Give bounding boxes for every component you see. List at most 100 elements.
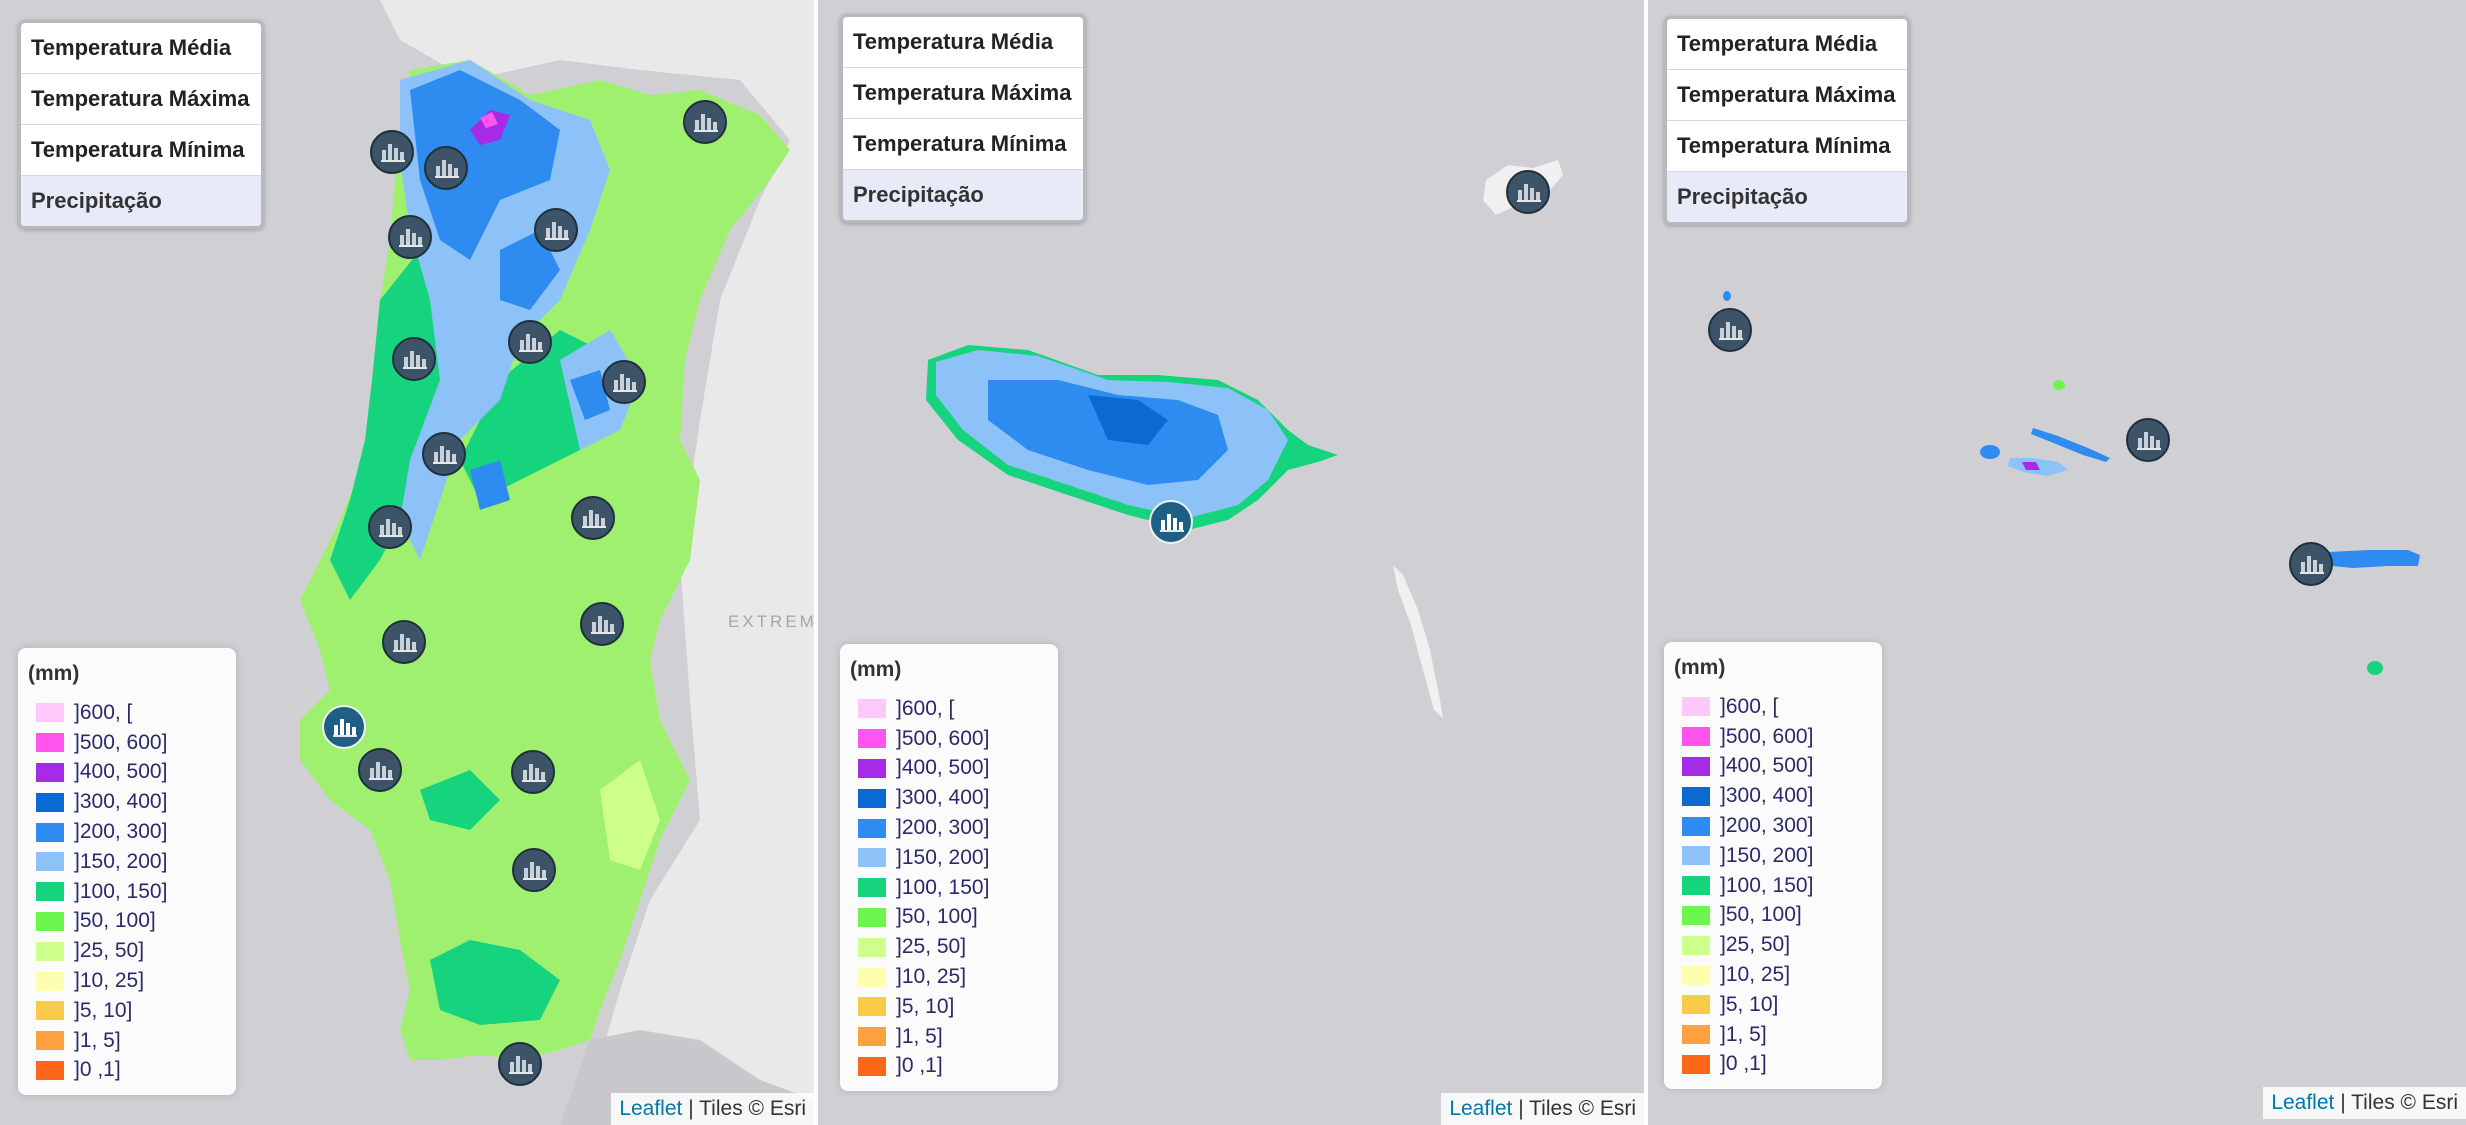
station-marker[interactable]	[1506, 170, 1550, 214]
precip-band-200-300-lousa	[470, 460, 510, 510]
legend-swatch	[1682, 816, 1710, 836]
legend-swatch	[36, 941, 64, 961]
santa-maria-island	[2367, 661, 2383, 675]
legend-swatch	[1682, 965, 1710, 985]
layer-option-precipitacao[interactable]: Precipitação	[843, 170, 1083, 220]
legend-swatch	[858, 848, 886, 868]
station-marker[interactable]	[368, 505, 412, 549]
station-marker[interactable]	[512, 848, 556, 892]
legend-label: ]500, 600]	[896, 726, 990, 750]
legend-swatch	[1682, 846, 1710, 866]
legend-item: ]100, 150]	[850, 873, 1046, 903]
legend-item: ]200, 300]	[1674, 811, 1870, 841]
legend-label: ]25, 50]	[1720, 933, 1791, 957]
layer-option-temp-maxima[interactable]: Temperatura Máxima	[21, 74, 261, 125]
station-marker[interactable]	[534, 208, 578, 252]
station-marker[interactable]	[580, 602, 624, 646]
legend-item: ]600, [	[28, 698, 224, 728]
legend-swatch	[36, 1060, 64, 1080]
bar-chart-icon	[393, 630, 417, 652]
map-panel-madeira[interactable]: Temperatura Média Temperatura Máxima Tem…	[818, 0, 1644, 1125]
legend-item: ]100, 150]	[28, 877, 224, 907]
legend-item: ]10, 25]	[28, 966, 224, 996]
station-marker[interactable]	[392, 337, 436, 381]
layer-option-precipitacao[interactable]: Precipitação	[1667, 172, 1907, 222]
layer-option-temp-minima[interactable]: Temperatura Mínima	[21, 125, 261, 176]
legend: (mm) ]600, []500, 600]]400, 500]]300, 40…	[1664, 642, 1882, 1090]
legend-label: ]200, 300]	[896, 816, 990, 840]
map-panel-azores[interactable]: Temperatura Média Temperatura Máxima Tem…	[1648, 0, 2466, 1125]
station-marker[interactable]	[2126, 418, 2170, 462]
legend-label: ]0 ,1]	[1720, 1052, 1767, 1076]
bar-chart-icon	[522, 760, 546, 782]
station-marker[interactable]	[1708, 308, 1752, 352]
legend-item: ]0 ,1]	[850, 1052, 1046, 1082]
legend-label: ]10, 25]	[1720, 963, 1791, 987]
precip-band-100-150-west	[330, 250, 460, 600]
layer-option-temp-maxima[interactable]: Temperatura Máxima	[843, 68, 1083, 119]
legend: (mm) ]600, []500, 600]]400, 500]]300, 40…	[840, 644, 1058, 1092]
layer-control[interactable]: Temperatura Média Temperatura Máxima Tem…	[840, 14, 1086, 223]
legend-label: ]100, 150]	[896, 875, 990, 899]
layer-option-temp-media[interactable]: Temperatura Média	[21, 23, 261, 74]
station-marker-selected[interactable]	[322, 705, 366, 749]
legend-swatch	[36, 1001, 64, 1021]
station-marker[interactable]	[683, 100, 727, 144]
station-marker[interactable]	[358, 748, 402, 792]
station-marker-selected[interactable]	[1149, 500, 1193, 544]
station-marker[interactable]	[424, 146, 468, 190]
map-panel-mainland[interactable]: EXTREM Temperatura Média Temperatura Máx…	[0, 0, 814, 1125]
precip-band-200-300-estrela	[570, 370, 610, 420]
layer-option-temp-media[interactable]: Temperatura Média	[1667, 19, 1907, 70]
station-marker[interactable]	[511, 750, 555, 794]
layer-control[interactable]: Temperatura Média Temperatura Máxima Tem…	[1664, 16, 1910, 225]
legend-swatch	[858, 1056, 886, 1076]
station-marker[interactable]	[498, 1042, 542, 1086]
legend-swatch	[858, 907, 886, 927]
legend-rows: ]600, []500, 600]]400, 500]]300, 400]]20…	[850, 694, 1046, 1081]
legend-label: ]50, 100]	[1720, 903, 1802, 927]
map-attribution: Leaflet | Tiles © Esri	[2263, 1087, 2466, 1119]
layer-option-temp-media[interactable]: Temperatura Média	[843, 17, 1083, 68]
station-marker[interactable]	[422, 432, 466, 476]
layer-control[interactable]: Temperatura Média Temperatura Máxima Tem…	[18, 20, 264, 229]
station-marker[interactable]	[370, 130, 414, 174]
precip-band-100-150-south	[430, 940, 560, 1025]
station-marker[interactable]	[508, 320, 552, 364]
legend-unit: (mm)	[28, 662, 80, 685]
layer-option-precipitacao[interactable]: Precipitação	[21, 176, 261, 226]
legend-item: ]150, 200]	[28, 847, 224, 877]
leaflet-link[interactable]: Leaflet	[619, 1097, 683, 1120]
legend-swatch	[858, 758, 886, 778]
layer-option-temp-minima[interactable]: Temperatura Mínima	[1667, 121, 1907, 172]
station-marker[interactable]	[571, 496, 615, 540]
legend-label: ]300, 400]	[896, 786, 990, 810]
legend-swatch	[1682, 727, 1710, 747]
station-marker[interactable]	[602, 360, 646, 404]
station-marker[interactable]	[382, 620, 426, 664]
legend-swatch	[36, 852, 64, 872]
legend-label: ]10, 25]	[74, 969, 145, 993]
leaflet-link[interactable]: Leaflet	[1449, 1097, 1513, 1120]
legend-swatch	[1682, 1054, 1710, 1074]
tiles-credit: | Tiles © Esri	[1518, 1097, 1636, 1120]
layer-option-temp-minima[interactable]: Temperatura Mínima	[843, 119, 1083, 170]
station-marker[interactable]	[388, 215, 432, 259]
layer-option-temp-maxima[interactable]: Temperatura Máxima	[1667, 70, 1907, 121]
legend-item: ]150, 200]	[850, 843, 1046, 873]
station-marker[interactable]	[2289, 542, 2333, 586]
tiles-credit: | Tiles © Esri	[2340, 1091, 2458, 1114]
legend-label: ]50, 100]	[896, 905, 978, 929]
legend-item: ]50, 100]	[28, 907, 224, 937]
bar-chart-icon	[403, 347, 427, 369]
legend-swatch	[36, 1031, 64, 1051]
precip-band-500-600-geres	[480, 112, 498, 128]
legend-item: ]400, 500]	[1674, 752, 1870, 782]
legend-swatch	[1682, 905, 1710, 925]
legend-label: ]0 ,1]	[896, 1054, 943, 1078]
legend-swatch	[36, 762, 64, 782]
leaflet-link[interactable]: Leaflet	[2271, 1091, 2335, 1114]
legend-swatch	[36, 703, 64, 723]
legend-swatch	[858, 818, 886, 838]
bar-chart-icon	[381, 140, 405, 162]
